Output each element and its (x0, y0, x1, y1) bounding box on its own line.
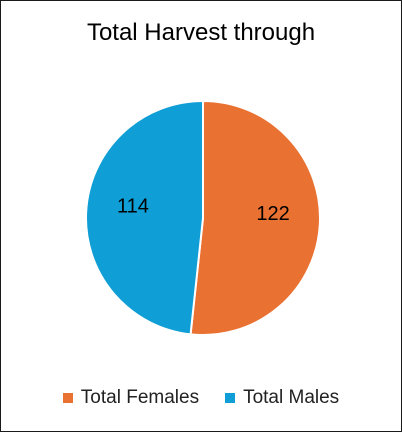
legend-swatch-females (62, 393, 73, 403)
data-label-females: 122 (256, 203, 289, 225)
legend-label-males: Total Males (243, 387, 340, 408)
legend-swatch-males (225, 393, 236, 403)
slice-females (189, 99, 321, 336)
legend: Total Females Total Males (1, 387, 401, 409)
data-label-males: 114 (117, 196, 149, 218)
chart-title: Total Harvest through (86, 19, 316, 46)
slice-males (85, 99, 204, 336)
legend-item-males: Total Males (225, 387, 339, 409)
legend-label-females: Total Females (80, 387, 200, 408)
pie-chart: 122 114 (85, 99, 321, 336)
legend-item-females: Total Females (62, 387, 200, 409)
